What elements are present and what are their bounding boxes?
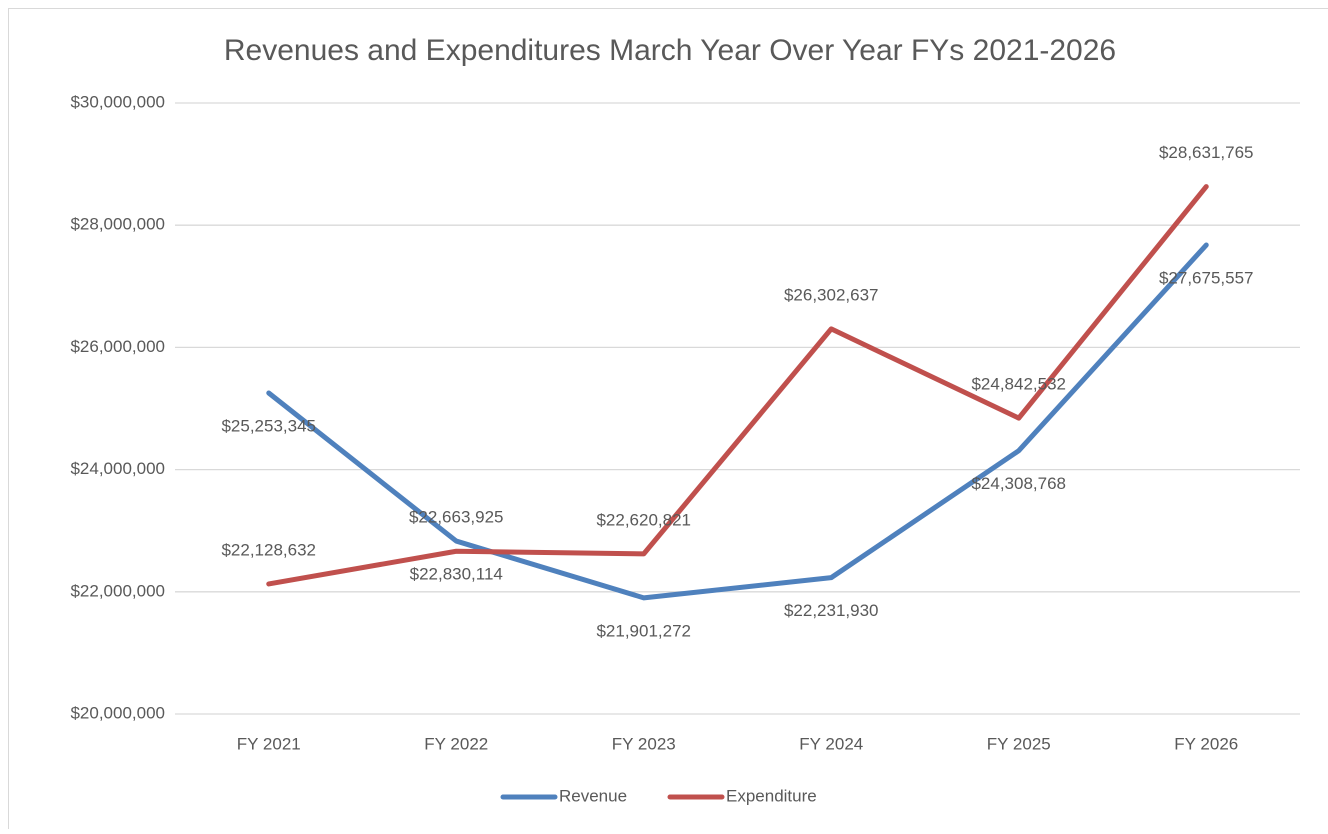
y-tick-label: $20,000,000 [70,703,165,722]
legend-label: Revenue [559,786,627,805]
data-label: $22,663,925 [409,508,504,527]
data-label: $27,675,557 [1159,269,1254,288]
x-tick-label: FY 2023 [612,734,676,753]
y-tick-label: $26,000,000 [70,337,165,356]
data-label: $22,830,114 [410,565,503,584]
x-tick-label: FY 2021 [237,734,301,753]
data-label: $25,253,345 [221,417,316,436]
chart-title: Revenues and Expenditures March Year Ove… [224,34,1116,67]
data-label: $21,901,272 [596,621,691,640]
legend-label: Expenditure [726,786,817,805]
y-tick-label: $30,000,000 [70,92,165,111]
data-label: $28,631,765 [1159,143,1254,162]
data-label: $22,620,821 [596,510,691,529]
data-label: $22,231,930 [784,601,879,620]
x-tick-label: FY 2022 [424,734,488,753]
y-tick-label: $28,000,000 [70,215,165,234]
x-tick-label: FY 2026 [1174,734,1238,753]
data-label: $24,842,532 [971,375,1066,394]
chart-border [9,9,1328,830]
y-tick-label: $24,000,000 [70,459,165,478]
x-tick-label: FY 2024 [799,734,863,753]
data-label: $24,308,768 [971,474,1066,493]
data-label: $26,302,637 [784,285,879,304]
x-tick-label: FY 2025 [987,734,1051,753]
y-tick-label: $22,000,000 [70,581,165,600]
data-label: $22,128,632 [221,540,316,559]
